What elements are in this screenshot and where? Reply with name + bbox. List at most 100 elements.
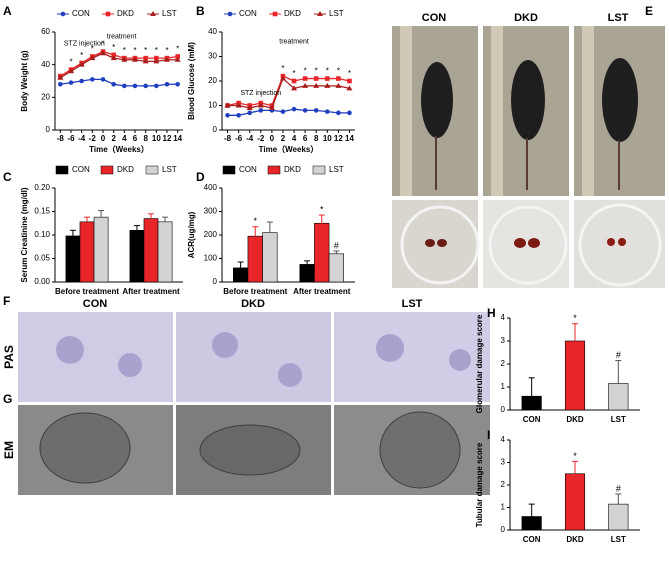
point	[246, 104, 253, 110]
significance: *	[69, 58, 72, 67]
legend-swatch	[100, 165, 114, 175]
x-tick-label: DKD	[566, 415, 584, 424]
annotation: STZ injection	[64, 40, 105, 47]
point	[68, 80, 74, 85]
x-tick-label: 14	[173, 134, 182, 143]
y-tick-label: 10	[208, 101, 217, 110]
significance: #	[616, 483, 621, 493]
point	[121, 56, 128, 62]
bar	[521, 516, 542, 531]
y-axis-label: ACR(ug/mg)	[187, 211, 196, 258]
point	[225, 113, 230, 118]
x-tick-label: 8	[314, 134, 319, 143]
legend-label: LST	[329, 9, 344, 18]
legend-marker	[150, 11, 156, 16]
legend-label: DKD	[117, 165, 134, 174]
point	[302, 76, 308, 81]
x-tick-label: 4	[122, 134, 127, 143]
y-tick-label: 2	[501, 480, 506, 489]
point	[90, 77, 95, 82]
significance: *	[101, 40, 104, 49]
x-tick-label: LST	[611, 535, 626, 544]
point	[268, 104, 275, 110]
y-tick-label: 1	[501, 503, 506, 512]
bar	[157, 221, 173, 283]
y-tick-label: 0.05	[34, 254, 50, 263]
y-tick-label: 0	[501, 525, 506, 534]
significance: *	[573, 313, 577, 323]
point	[122, 83, 127, 89]
point	[335, 82, 342, 88]
line	[60, 78, 178, 87]
legend-label: LST	[162, 165, 177, 174]
legend-label: CON	[72, 9, 90, 18]
point	[346, 85, 353, 91]
x-tick-label: 2	[111, 134, 116, 143]
y-tick-label: 400	[204, 183, 218, 192]
x-tick-label: CON	[523, 535, 541, 544]
significance: *	[304, 67, 307, 76]
bar	[521, 395, 542, 411]
x-tick-label: 0	[101, 134, 106, 143]
point	[313, 82, 320, 88]
bar	[608, 383, 629, 411]
y-tick-label: 60	[41, 27, 50, 36]
x-tick-label: -6	[67, 134, 75, 143]
line	[227, 108, 350, 116]
y-tick-label: 40	[208, 27, 217, 36]
point	[257, 102, 264, 108]
x-tick-label: 6	[303, 134, 308, 143]
point	[347, 78, 352, 84]
point	[336, 76, 341, 81]
legend-marker	[272, 11, 278, 17]
x-tick-label: -8	[57, 134, 65, 143]
point	[100, 77, 106, 82]
significance: *	[281, 64, 284, 73]
legend-marker	[60, 11, 66, 17]
point	[142, 58, 149, 64]
significance: *	[112, 43, 115, 52]
legend-label: LST	[162, 9, 177, 18]
annotation: treatment	[279, 39, 309, 46]
column-label: CON	[83, 298, 108, 310]
y-tick-label: 30	[208, 52, 217, 61]
point	[279, 75, 286, 81]
point	[175, 54, 180, 59]
annotation: treatment	[107, 34, 137, 41]
x-tick-label: LST	[611, 415, 626, 424]
bar	[129, 230, 145, 283]
significance: *	[320, 204, 324, 214]
bar	[262, 232, 278, 283]
bar	[143, 218, 159, 283]
y-tick-label: 0.20	[34, 183, 50, 192]
y-axis-label: Blood Glucose (mM)	[187, 42, 196, 120]
significance: *	[176, 45, 179, 54]
significance: *	[133, 46, 136, 55]
point	[175, 81, 180, 87]
point	[153, 58, 160, 64]
significance: *	[91, 45, 94, 54]
y-tick-label: 4	[501, 435, 506, 444]
significance: *	[337, 67, 340, 76]
point	[164, 81, 170, 87]
x-tick-label: -6	[235, 134, 243, 143]
x-tick-label: 8	[143, 134, 148, 143]
point	[174, 56, 181, 62]
bar	[79, 221, 95, 283]
point	[313, 76, 319, 81]
bar	[328, 253, 344, 283]
x-tick-label: 4	[292, 134, 297, 143]
point	[143, 83, 148, 89]
legend-label: DKD	[284, 165, 301, 174]
bar	[564, 340, 586, 411]
x-tick-label: 10	[323, 134, 332, 143]
x-axis-label: Time（Weeks）	[89, 144, 149, 154]
significance: *	[144, 46, 147, 55]
bar	[608, 503, 629, 531]
point	[100, 50, 106, 56]
point	[324, 76, 330, 81]
x-tick-label: 10	[152, 134, 161, 143]
point	[132, 56, 138, 62]
x-tick-label: After treatment	[122, 287, 180, 296]
